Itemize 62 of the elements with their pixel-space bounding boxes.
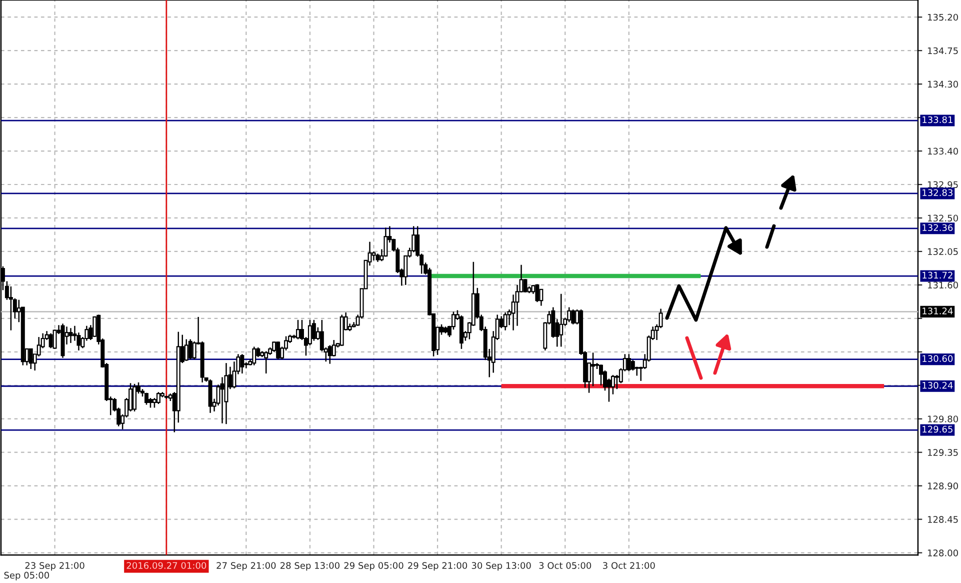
y-tick-label: 135.20 — [928, 14, 958, 21]
x-tick-label: 27 Sep 21:00 — [216, 562, 276, 571]
ref-line-label: 132.36 — [922, 224, 953, 232]
y-tick-label: 128.90 — [928, 482, 958, 490]
ref-line-label: 130.24 — [922, 382, 953, 389]
candlestick — [156, 391, 160, 405]
y-tick-label: 132.05 — [928, 248, 958, 256]
candlestick — [312, 319, 316, 342]
candlestick — [148, 397, 152, 408]
ref-line-label: 133.81 — [922, 116, 952, 124]
x-tick-label: 3 Oct 21:00 — [603, 562, 655, 569]
x-tick-label: 29 Sep 21:00 — [408, 562, 468, 571]
y-tick-label: 132.95 — [928, 181, 958, 188]
y-tick-label: 128.45 — [928, 516, 958, 523]
ref-line-label: 132.83 — [922, 189, 952, 196]
ref-line-label: 129.65 — [922, 426, 952, 433]
candlestick — [188, 338, 192, 360]
x-tick-label: 28 Sep 13:00 — [280, 562, 340, 571]
candlestick — [92, 316, 97, 338]
y-tick-label: 131.60 — [928, 282, 958, 288]
candlestick — [503, 312, 508, 331]
candlestick — [523, 278, 528, 294]
candlestick — [630, 359, 635, 372]
x-tick-label: 3 Oct 05:00 — [539, 562, 592, 569]
x-tick-label: 30 Sep 13:00 — [472, 562, 531, 571]
ref-line-label: 130.60 — [922, 355, 953, 362]
y-tick-label: 134.75 — [928, 47, 958, 54]
ref-line-label: 131.24 — [922, 308, 953, 314]
candlestick — [591, 352, 596, 387]
candlestick — [184, 338, 188, 362]
candlestick — [384, 227, 388, 258]
candlestick — [264, 350, 268, 374]
y-tick-label: 128.00 — [928, 550, 958, 556]
y-tick-label: 133.40 — [928, 148, 958, 155]
candlestick — [132, 383, 137, 412]
candlestick — [220, 376, 224, 424]
candlestick — [192, 340, 196, 360]
x-tick-label: 29 Sep 05:00 — [344, 562, 404, 571]
y-tick-label: 129.35 — [928, 449, 958, 456]
candlestick — [571, 308, 576, 325]
candlestick — [559, 293, 564, 348]
candlestick — [276, 340, 280, 360]
candlestick — [152, 397, 156, 408]
y-tick-label: 134.30 — [928, 80, 958, 88]
candlestick — [28, 348, 33, 370]
candlestick — [68, 327, 73, 344]
candlestick — [48, 332, 53, 349]
y-tick-label: 132.50 — [928, 214, 958, 222]
candlestick — [52, 328, 57, 350]
candlestick — [328, 344, 332, 364]
x-tick-label: 2016.09.27 01:00 — [126, 562, 206, 569]
text: Sep 05:00 — [4, 572, 50, 580]
candlestick — [240, 354, 244, 374]
candlestick — [626, 354, 631, 372]
x-tick-label: 23 Sep 21:00 — [25, 562, 84, 571]
candlestick — [539, 288, 544, 306]
ref-line-label: 131.72 — [922, 272, 952, 279]
candlestick — [296, 319, 300, 340]
candlestick — [535, 284, 540, 303]
candlestick — [567, 306, 572, 323]
candlestick — [252, 346, 256, 366]
y-tick-label: 129.80 — [928, 416, 958, 422]
